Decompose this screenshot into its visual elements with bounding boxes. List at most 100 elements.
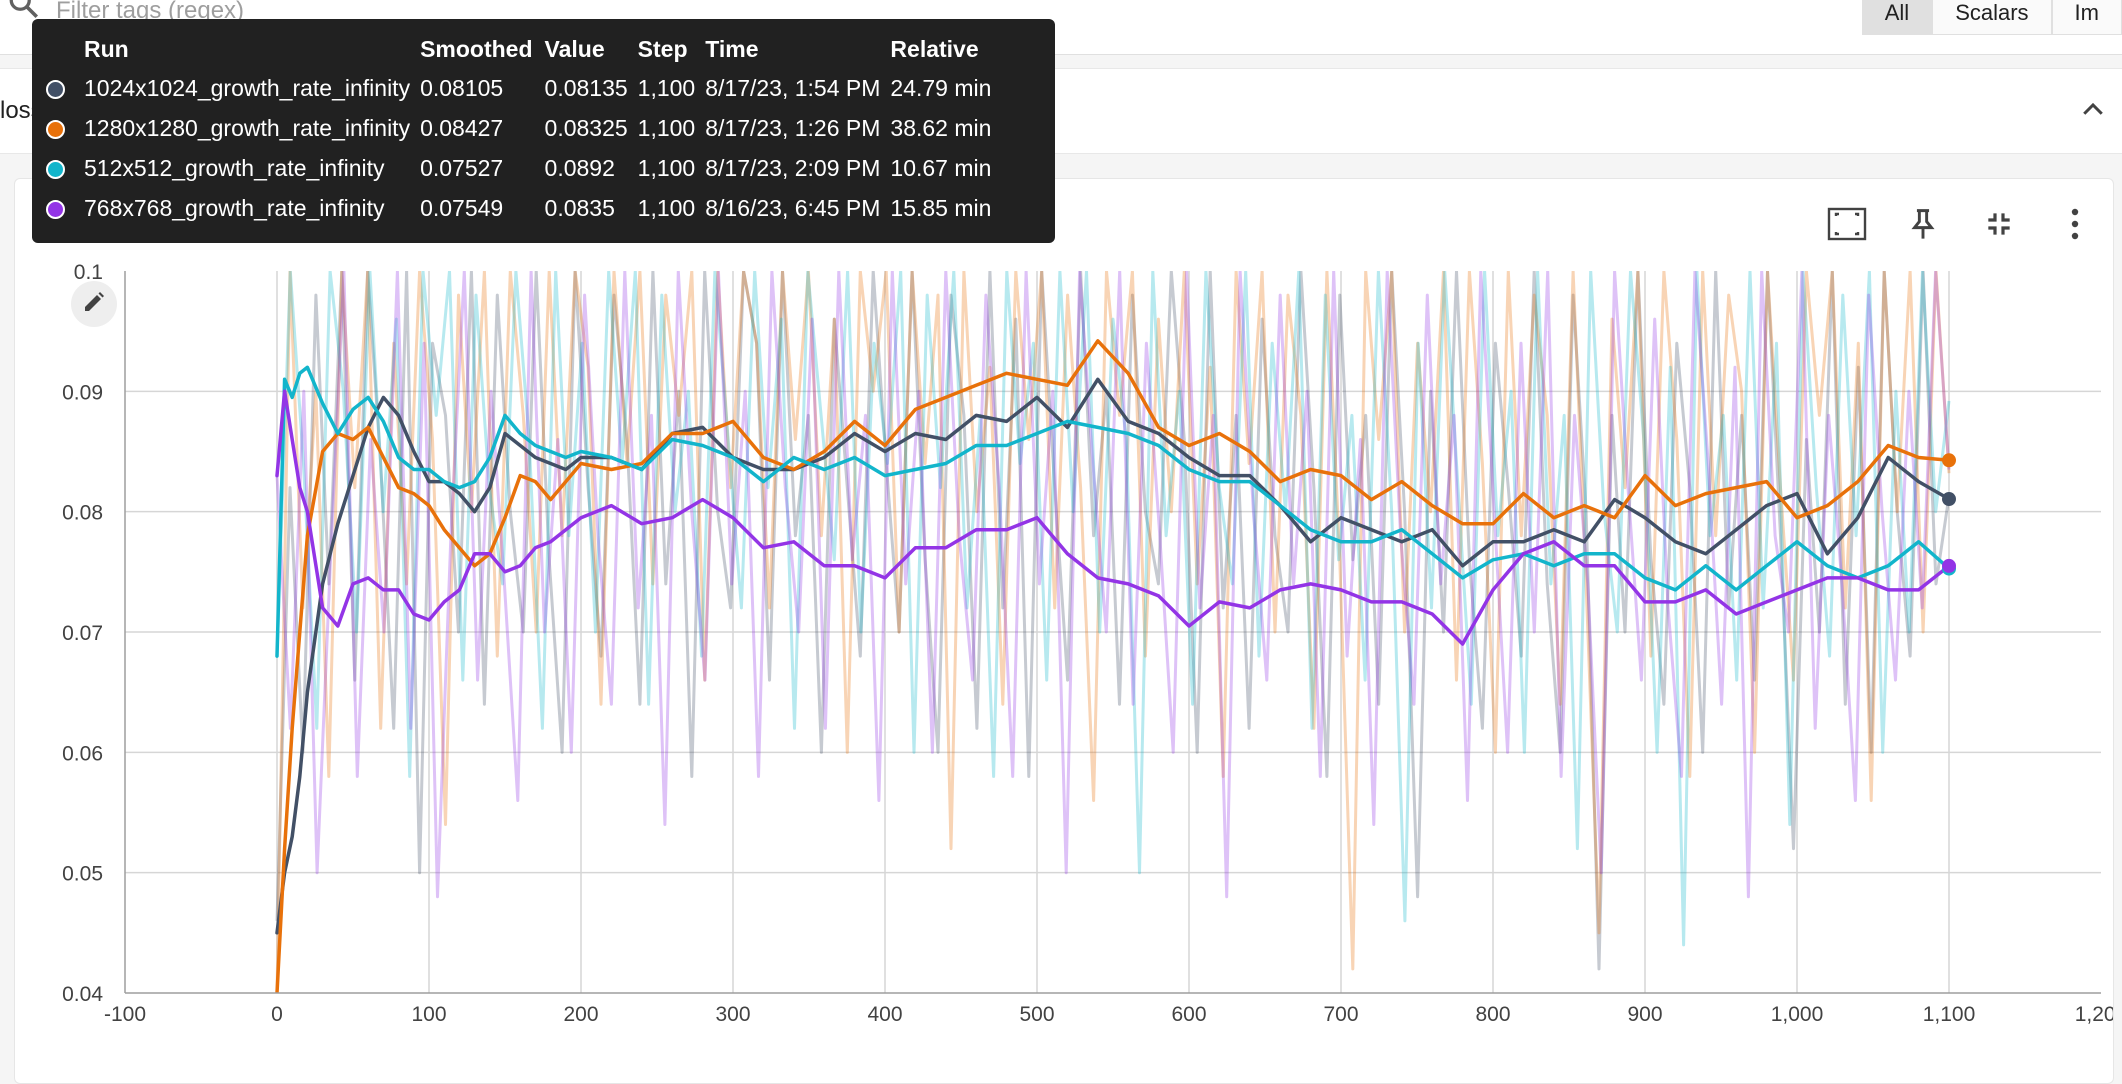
tooltip-row: 1024x1024_growth_rate_infinity 0.08105 0… <box>46 68 1001 108</box>
tooltip-header-smoothed: Smoothed <box>420 35 533 62</box>
raw-series-line <box>275 271 1951 947</box>
tooltip-value: 0.0835 <box>544 194 615 221</box>
x-tick-label: 0 <box>271 1003 283 1026</box>
tooltip-run: 768x768_growth_rate_infinity <box>84 194 385 221</box>
tooltip-smoothed: 0.07549 <box>420 194 504 221</box>
x-tick-label: 1,100 <box>1923 1003 1976 1026</box>
tooltip-header-step: Step <box>637 35 688 62</box>
card-actions <box>1809 201 2113 251</box>
smoothed-series-line <box>275 365 1951 658</box>
tooltip-step: 1,100 <box>637 114 696 141</box>
x-tick-label: 1,000 <box>1771 1003 1824 1026</box>
smoothed-series-line <box>275 389 1951 646</box>
plugin-type-tabs: All Scalars Im <box>1861 0 2122 35</box>
tooltip-step: 1,100 <box>637 154 696 181</box>
run-color-swatch <box>46 159 65 179</box>
tooltip-smoothed: 0.08427 <box>420 114 504 141</box>
tooltip-step: 1,100 <box>637 194 696 221</box>
x-tick-label: 100 <box>411 1003 446 1026</box>
tooltip-smoothed: 0.07527 <box>420 154 504 181</box>
tooltip-row: 1280x1280_growth_rate_infinity 0.08427 0… <box>46 108 1001 148</box>
tooltip-row: 768x768_growth_rate_infinity 0.07549 0.0… <box>46 188 1001 228</box>
run-color-swatch <box>46 79 65 99</box>
fit-domain-button[interactable] <box>1809 201 1885 251</box>
tooltip-swatch-header <box>46 30 84 68</box>
x-tick-label: 700 <box>1323 1003 1358 1026</box>
y-tick-label: 0.08 <box>62 502 103 525</box>
tooltip-time: 8/17/23, 1:54 PM <box>705 74 881 101</box>
search-icon <box>6 0 42 27</box>
pin-button[interactable] <box>1885 201 1961 251</box>
y-tick-label: 0.05 <box>62 863 103 886</box>
edit-axis-button[interactable] <box>71 281 117 327</box>
tab-all[interactable]: All <box>1861 0 1933 35</box>
x-tick-label: 200 <box>563 1003 598 1026</box>
end-markers <box>1942 453 1956 576</box>
tooltip-header-relative: Relative <box>890 35 979 62</box>
y-tick-label: 0.1 <box>74 261 103 284</box>
tooltip-relative: 10.67 min <box>890 154 992 181</box>
chart-tooltip: Run Smoothed Value Step Time Relative 10… <box>32 19 1055 243</box>
more-options-button[interactable] <box>2037 201 2113 251</box>
tooltip-value: 0.0892 <box>544 154 615 181</box>
tooltip-run: 1024x1024_growth_rate_infinity <box>84 74 411 101</box>
scalar-card: loss/average <box>14 178 2114 1084</box>
tooltip-value: 0.08135 <box>544 74 628 101</box>
x-tick-label: 900 <box>1627 1003 1662 1026</box>
tooltip-swatch-cell <box>46 188 84 228</box>
y-tick-labels: 0.04 0.05 0.06 0.07 0.08 0.09 0.1 <box>62 261 103 1006</box>
tooltip-header-value: Value <box>544 35 605 62</box>
tab-images[interactable]: Im <box>2051 0 2122 35</box>
x-tick-labels: -100 0 100 200 300 400 500 600 700 800 900 1,000 1,1… <box>104 1003 2113 1026</box>
x-tick-label: -100 <box>104 1003 146 1026</box>
tooltip-time: 8/16/23, 6:45 PM <box>705 194 881 221</box>
tooltip-header-row: Run Smoothed Value Step Time Relative <box>46 30 1001 68</box>
tooltip-table: Run Smoothed Value Step Time Relative 10… <box>46 30 1001 228</box>
run-color-swatch <box>46 199 65 219</box>
smoothed-series-line <box>275 339 1951 993</box>
tab-scalars[interactable]: Scalars <box>1932 0 2052 35</box>
y-tick-label: 0.06 <box>62 742 103 765</box>
tooltip-time: 8/17/23, 1:26 PM <box>705 114 881 141</box>
y-tick-label: 0.09 <box>62 381 103 404</box>
x-tick-label: 600 <box>1171 1003 1206 1026</box>
tooltip-smoothed: 0.08105 <box>420 74 504 101</box>
tooltip-step: 1,100 <box>637 74 696 101</box>
x-tick-label: 400 <box>867 1003 902 1026</box>
chevron-up-icon[interactable] <box>2078 95 2108 130</box>
raw-series-layer <box>275 271 1951 993</box>
tooltip-time: 8/17/23, 2:09 PM <box>705 154 881 181</box>
run-color-swatch <box>46 119 65 139</box>
tooltip-run: 512x512_growth_rate_infinity <box>84 154 385 181</box>
tooltip-relative: 15.85 min <box>890 194 992 221</box>
tooltip-swatch-cell <box>46 148 84 188</box>
tooltip-header-run: Run <box>84 35 129 62</box>
x-tick-label: 1,200 <box>2075 1003 2113 1026</box>
raw-series-line <box>275 271 1951 899</box>
tooltip-relative: 38.62 min <box>890 114 992 141</box>
x-tick-label: 300 <box>715 1003 750 1026</box>
tooltip-header-time: Time <box>705 35 759 62</box>
tooltip-swatch-cell <box>46 108 84 148</box>
collapse-card-button[interactable] <box>1961 201 2037 251</box>
pin-icon <box>1908 207 1938 246</box>
tooltip-swatch-cell <box>46 68 84 108</box>
series-end-marker <box>1942 558 1956 573</box>
series-end-marker <box>1942 453 1956 468</box>
tooltip-value: 0.08325 <box>544 114 628 141</box>
tooltip-row: 512x512_growth_rate_infinity 0.07527 0.0… <box>46 148 1001 188</box>
tooltip-run: 1280x1280_growth_rate_infinity <box>84 114 411 141</box>
y-tick-label: 0.07 <box>62 622 103 645</box>
line-chart[interactable]: 0.04 0.05 0.06 0.07 0.08 0.09 0.1 -100 0 100 200 3… <box>15 179 2113 1083</box>
y-tick-label: 0.04 <box>62 983 103 1006</box>
raw-series-line <box>275 271 1951 971</box>
fit-to-data-icon <box>1827 206 1867 247</box>
x-tick-label: 800 <box>1475 1003 1510 1026</box>
more-vert-icon <box>2070 207 2080 246</box>
smoothed-series-line <box>275 377 1951 935</box>
tooltip-relative: 24.79 min <box>890 74 992 101</box>
x-tick-label: 500 <box>1019 1003 1054 1026</box>
pencil-icon <box>82 290 106 319</box>
fullscreen-exit-icon <box>1983 208 2015 245</box>
grid-y <box>125 390 2101 874</box>
